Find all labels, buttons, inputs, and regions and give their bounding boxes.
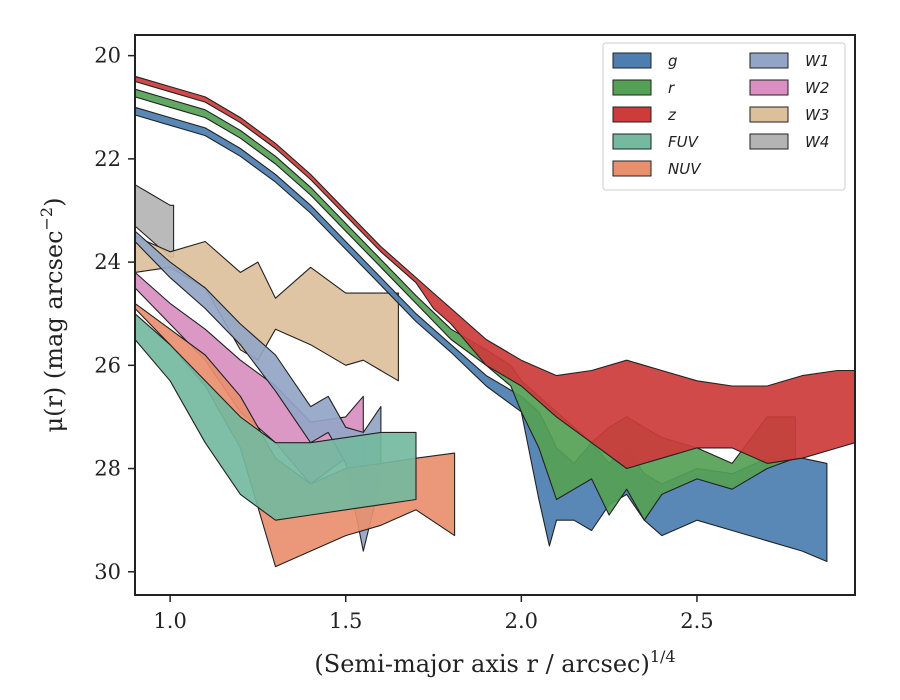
y-tick-label: 30 bbox=[94, 560, 121, 584]
x-axis-label: (Semi-major axis r / arcsec)1/4 bbox=[314, 647, 675, 678]
legend-swatch-z bbox=[612, 106, 652, 123]
legend-swatch-w4 bbox=[749, 133, 789, 150]
legend: grz FUV NUV W1 W2 W3 W4 bbox=[602, 42, 846, 191]
legend-label-w3: W3 bbox=[805, 106, 829, 124]
legend-swatch-w3 bbox=[749, 106, 789, 123]
y-tick-label: 24 bbox=[94, 250, 121, 274]
x-axis: 1.0 1.5 2.0 2.5 bbox=[153, 595, 714, 633]
legend-label-z: z bbox=[667, 106, 677, 124]
area-fuv bbox=[134, 313, 417, 521]
series-areas bbox=[134, 75, 856, 568]
legend-label-w1: W1 bbox=[805, 52, 829, 70]
legend-swatch-r bbox=[612, 79, 652, 96]
y-tick-label: 22 bbox=[94, 147, 121, 171]
legend-label-w4: W4 bbox=[805, 133, 829, 151]
legend-label-nuv: NUV bbox=[668, 160, 702, 178]
legend-label-r: r bbox=[668, 79, 675, 97]
x-tick-label: 1.0 bbox=[153, 609, 186, 633]
legend-swatch-g bbox=[612, 52, 652, 69]
legend-label-w2: W2 bbox=[805, 79, 829, 97]
legend-swatch-w2 bbox=[749, 79, 789, 96]
y-tick-label: 28 bbox=[94, 457, 121, 481]
x-tick-label: 1.5 bbox=[329, 609, 362, 633]
legend-label-g: g bbox=[668, 52, 678, 70]
legend-label-fuv: FUV bbox=[668, 133, 700, 151]
plot-frame bbox=[134, 34, 856, 596]
legend-swatch-w1 bbox=[749, 52, 789, 69]
y-axis: 20 22 24 26 28 30 bbox=[94, 44, 135, 584]
y-axis-label: μ(r) (mag arcsec−2) bbox=[37, 198, 68, 433]
x-tick-label: 2.0 bbox=[505, 609, 538, 633]
x-tick-label: 2.5 bbox=[680, 609, 713, 633]
y-tick-label: 20 bbox=[94, 44, 121, 68]
legend-swatch-fuv bbox=[612, 133, 652, 150]
y-tick-label: 26 bbox=[94, 353, 121, 377]
area-g bbox=[134, 106, 828, 563]
legend-swatch-nuv bbox=[612, 160, 652, 177]
